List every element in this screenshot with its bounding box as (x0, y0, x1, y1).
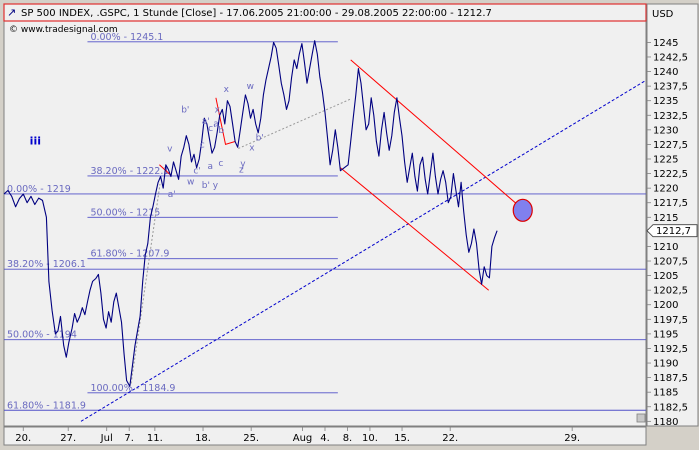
wave-label: v (167, 144, 173, 154)
wave-label: w (187, 178, 194, 188)
time-axis-ticks: 20. 27. Jul 7. 11. 18. 25. Aug 4. 8. 10. 15. 22. 29. (15, 427, 580, 444)
y-tick-label: 1187,5 (653, 373, 688, 384)
last-value-label: 1212,7 (656, 226, 691, 237)
fib-label: 100.00% - 1184.9 (90, 383, 175, 394)
fib-label: 61.80% - 1207.9 (90, 249, 169, 260)
y-tick-label: 1242,5 (653, 52, 688, 63)
trendline (340, 167, 490, 291)
trendline (350, 59, 525, 211)
price-line (3, 40, 498, 387)
y-tick-label: 1215 (653, 213, 678, 224)
wave-label: b' (256, 133, 264, 143)
y-tick-label: 1205 (653, 271, 678, 282)
fib-label: 38.20% - 1206.1 (7, 259, 86, 270)
title-frame (3, 3, 647, 22)
wave-label: c (218, 159, 223, 169)
x-tick-label: Jul (100, 433, 113, 444)
y-tick-label: 1180 (653, 417, 678, 428)
last-price-marker: 1212,7 (646, 224, 698, 238)
y-tick-label: 1227,5 (653, 140, 688, 151)
wave-label: z (239, 165, 244, 175)
x-tick-label: 27. (60, 433, 76, 444)
y-tick-label: 1197,5 (653, 315, 688, 326)
currency-label: USD (652, 9, 674, 20)
price-series (3, 40, 533, 387)
x-tick-label: 29. (564, 433, 580, 444)
wave-label: x (224, 85, 230, 95)
fib-label: 0.00% - 1219 (7, 184, 71, 195)
x-tick-label: 20. (15, 433, 31, 444)
y-tick-label: 1195 (653, 329, 678, 340)
y-tick-label: 1210 (653, 242, 678, 253)
y-tick-label: 1237,5 (653, 82, 688, 93)
wave-label: c' (193, 167, 200, 177)
x-tick-label: 10. (362, 433, 378, 444)
y-tick-label: 1217,5 (653, 198, 688, 209)
y-tick-label: 1182,5 (653, 402, 688, 413)
y-tick-label: 1207,5 (653, 257, 688, 268)
wave-label: c (200, 140, 205, 150)
trendline (215, 97, 236, 146)
y-tick-label: 1235 (653, 96, 678, 107)
wave-label: w (247, 82, 254, 92)
wave-label: x (249, 143, 255, 153)
wave-label: x (215, 105, 221, 115)
resize-handle[interactable] (636, 413, 646, 423)
y-tick-label: 1245 (653, 38, 678, 49)
x-tick-label: 8. (343, 433, 353, 444)
trendline (130, 184, 161, 384)
x-tick-label: 25. (243, 433, 259, 444)
wave-label: a (208, 162, 214, 172)
chart-title-group: ↗ SP 500 INDEX, .GSPC, 1 Stunde [Close] … (7, 6, 674, 35)
watermark-text: © www.tradesignal.com (9, 25, 118, 35)
x-tick-label: Aug (293, 433, 313, 444)
y-tick-label: 1232,5 (653, 111, 688, 122)
y-tick-label: 1230 (653, 125, 678, 136)
y-tick-label: 1192,5 (653, 344, 688, 355)
wave-label: a' (168, 190, 176, 200)
y-tick-label: 1220 (653, 184, 678, 195)
x-tick-label: 11. (147, 433, 163, 444)
fib-label: 0.00% - 1245.1 (90, 32, 163, 43)
wave-label: iii (30, 134, 41, 147)
y-tick-label: 1190 (653, 359, 678, 370)
fib-label: 61.80% - 1181.9 (7, 400, 86, 411)
x-tick-label: 7. (124, 433, 134, 444)
wave-label: y (240, 160, 246, 170)
x-tick-label: 15. (394, 433, 410, 444)
x-tick-label: 18. (195, 433, 211, 444)
plot-area (3, 3, 647, 427)
y-tick-label: 1222,5 (653, 169, 688, 180)
fibonacci-levels: 0.00% - 1219 38.20% - 1206.1 50.00% - 1194… (4, 32, 646, 411)
y-tick-label: 1225 (653, 154, 678, 165)
chart-type-icon: ↗ (7, 6, 16, 19)
y-tick-label: 1185 (653, 388, 678, 399)
y-tick-label: 1240 (653, 67, 678, 78)
wave-label: b (218, 126, 224, 136)
fib-label: 50.00% - 1215 (90, 207, 160, 218)
wave-label: b' (181, 105, 189, 115)
price-axis (646, 3, 699, 427)
fib-label: 50.00% - 1194 (7, 330, 77, 341)
trendline (238, 98, 351, 149)
x-tick-label: 22. (442, 433, 458, 444)
y-tick-label: 1202,5 (653, 286, 688, 297)
last-value-box (646, 224, 698, 238)
wave-label: b' y (202, 181, 219, 191)
chart-title: SP 500 INDEX, .GSPC, 1 Stunde [Close] - … (21, 8, 492, 19)
y-tick-label: 1200 (653, 300, 678, 311)
x-tick-label: 4. (320, 433, 330, 444)
trendlines (80, 59, 647, 422)
target-ellipse (512, 198, 533, 222)
wave-label: a' (202, 117, 210, 127)
wave-label: a (213, 119, 219, 129)
wave-label: c' (208, 124, 215, 134)
fib-label: 38.20% - 1222.1 (90, 166, 169, 177)
